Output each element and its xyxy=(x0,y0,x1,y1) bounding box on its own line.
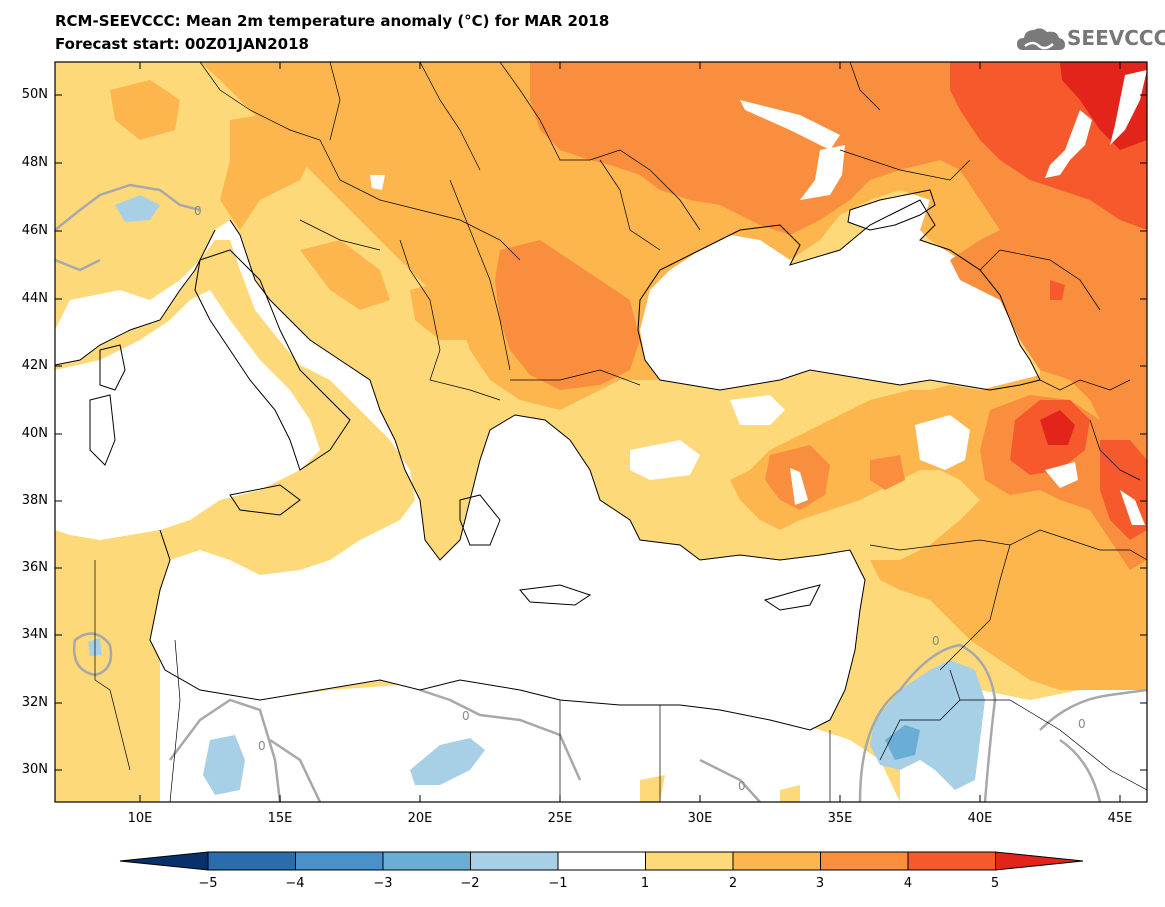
lat-label: 44N xyxy=(21,291,48,306)
zero-contours xyxy=(55,183,1147,802)
lon-label: 40E xyxy=(967,811,993,826)
anomaly-2-3 xyxy=(200,62,1147,690)
colorbar-label: 1 xyxy=(640,876,650,891)
borders xyxy=(94,62,1147,802)
colorbar-swatch xyxy=(470,851,559,871)
colorbar-label: −3 xyxy=(373,876,393,891)
colorbar-swatch xyxy=(207,851,296,871)
chart-subtitle: Forecast start: 00Z01JAN2018 xyxy=(55,35,309,53)
colorbar-swatch xyxy=(820,851,909,871)
contour-label: 0 xyxy=(1078,717,1086,731)
lat-label: 32N xyxy=(21,695,48,710)
map-field: 0 0 0 0 0 0 xyxy=(55,62,1147,802)
cloud-icon xyxy=(1017,28,1065,50)
anomaly-3-4 xyxy=(530,62,1147,460)
mediterranean-sea xyxy=(55,220,865,730)
colorbar-label: 3 xyxy=(815,876,825,891)
colorbar-upper-triangle xyxy=(995,851,1084,871)
colorbar-lower-triangle xyxy=(119,851,209,871)
colorbar-label: −2 xyxy=(460,876,480,891)
lat-label: 30N xyxy=(21,762,48,777)
lon-label: 35E xyxy=(827,811,853,826)
lon-label: 15E xyxy=(267,811,293,826)
colorbar-swatch xyxy=(645,851,734,871)
lat-label: 46N xyxy=(21,223,48,238)
contour-label: 0 xyxy=(462,709,470,723)
colorbar-swatch xyxy=(907,851,996,871)
contour-labels: 0 0 0 0 0 0 xyxy=(194,204,1086,793)
lat-label: 48N xyxy=(21,155,48,170)
lat-label: 42N xyxy=(21,358,48,373)
y-ticks xyxy=(55,94,1147,771)
colorbar-label: 5 xyxy=(990,876,1000,891)
contour-label: 0 xyxy=(738,779,746,793)
chart-title: RCM-SEEVCCC: Mean 2m temperature anomaly… xyxy=(55,12,610,30)
lon-label: 45E xyxy=(1107,811,1133,826)
colorbar-swatch xyxy=(295,851,384,871)
lat-label: 50N xyxy=(21,87,48,102)
logo-text: SEEVCCC xyxy=(1067,26,1165,50)
seevccc-logo: SEEVCCC xyxy=(1017,24,1165,54)
map-frame xyxy=(54,61,1148,803)
coastlines xyxy=(55,189,1041,731)
lon-label: 10E xyxy=(127,811,153,826)
lat-label: 38N xyxy=(21,493,48,508)
contour-label: 0 xyxy=(194,204,202,218)
colorbar-label: 4 xyxy=(903,876,913,891)
contour-label: 0 xyxy=(258,739,266,753)
lon-label: 20E xyxy=(407,811,433,826)
colorbar xyxy=(119,851,1084,871)
colorbar-label: 2 xyxy=(728,876,738,891)
colorbar-swatch xyxy=(382,851,471,871)
anomaly-neg-2-3 xyxy=(885,725,920,760)
colorbar-label: −5 xyxy=(198,876,218,891)
lat-label: 40N xyxy=(21,426,48,441)
anomaly-neg-1-2 xyxy=(115,195,160,222)
contour-label: 0 xyxy=(932,634,940,648)
black-sea xyxy=(638,200,1040,390)
colorbar-swatch xyxy=(732,851,821,871)
colorbar-label: −1 xyxy=(548,876,568,891)
lon-label: 30E xyxy=(687,811,713,826)
lon-label: 25E xyxy=(547,811,573,826)
colorbar-label: −4 xyxy=(285,876,305,891)
x-ticks xyxy=(139,62,1121,802)
lat-label: 36N xyxy=(21,560,48,575)
lat-label: 34N xyxy=(21,627,48,642)
colorbar-swatch xyxy=(557,851,646,871)
